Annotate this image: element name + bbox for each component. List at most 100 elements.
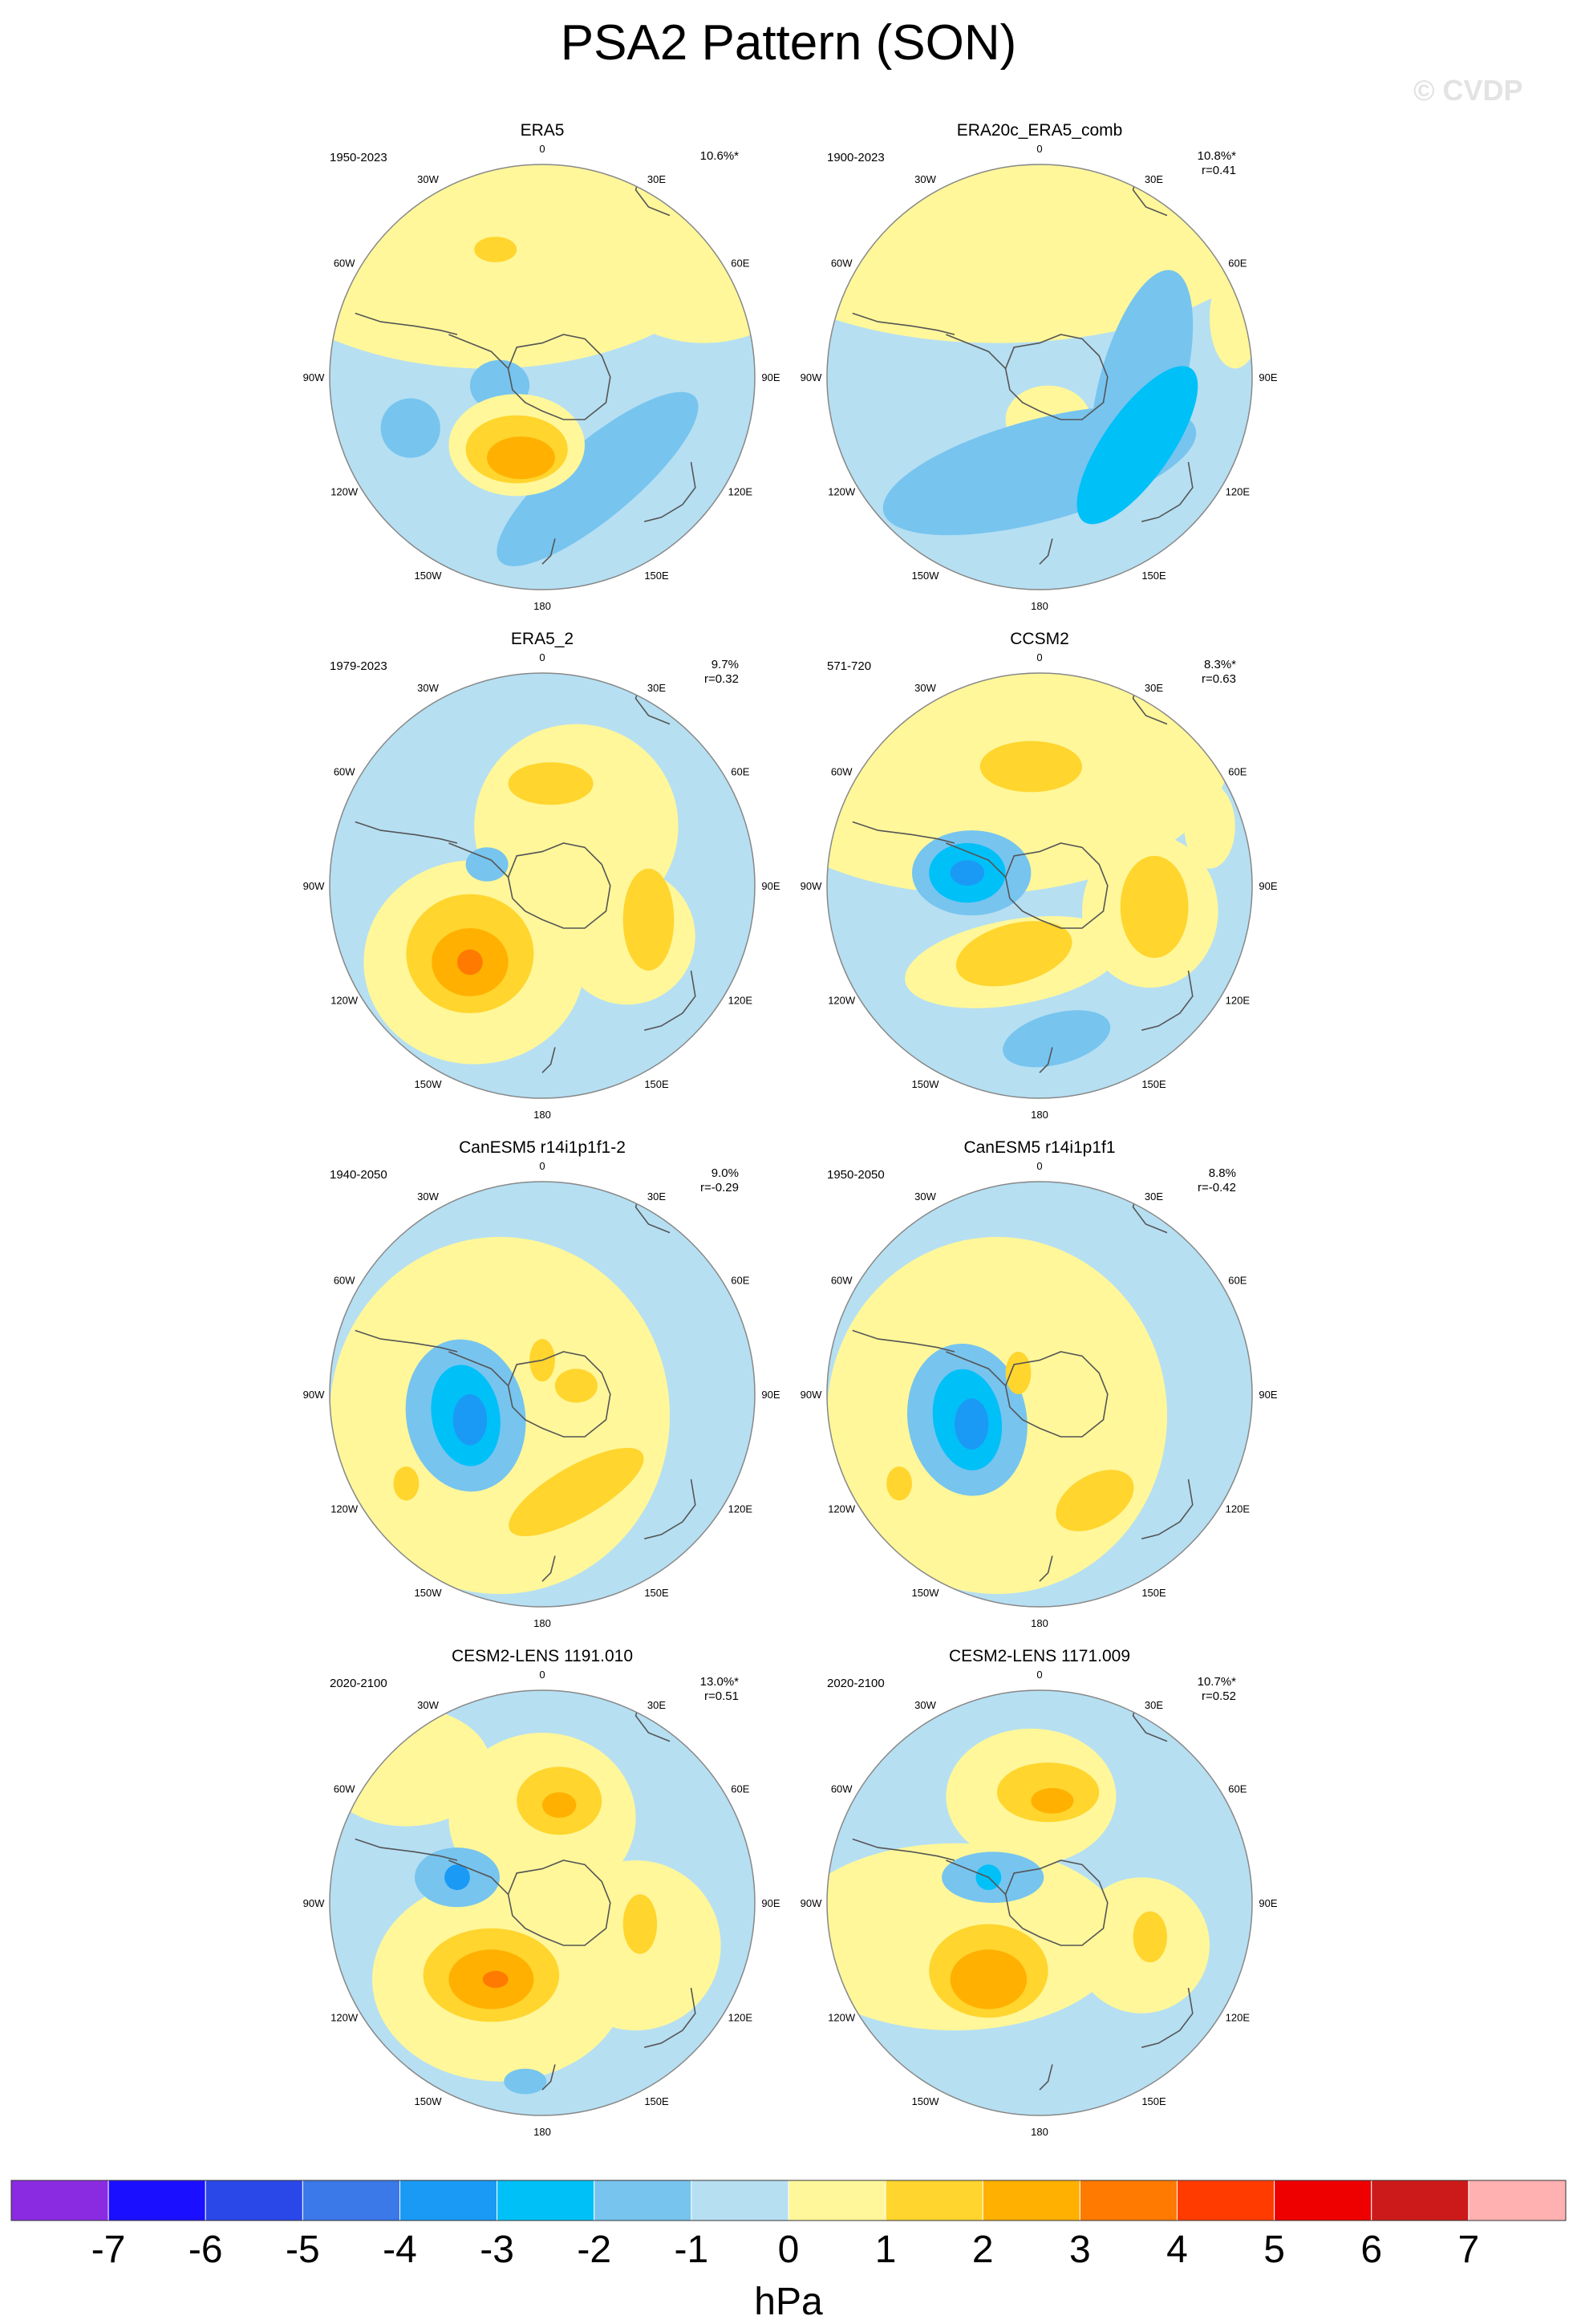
- longitude-label: 90W: [303, 880, 325, 892]
- longitude-label: 30W: [914, 173, 936, 185]
- panel-title: ERA20c_ERA5_comb: [957, 121, 1123, 140]
- anomaly-contour: [508, 762, 594, 805]
- colorbar-units: hPa: [754, 2281, 823, 2323]
- colorbar-tick-label: -1: [675, 2229, 709, 2271]
- longitude-label: 30W: [417, 1190, 439, 1203]
- anomaly-contour: [457, 949, 483, 975]
- panel-period: 2020-2100: [827, 1677, 885, 1690]
- longitude-label: 120W: [330, 2012, 359, 2024]
- anomaly-contour: [622, 1894, 658, 1954]
- anomaly-contour: [886, 1466, 912, 1501]
- anomaly-contour: [1184, 783, 1235, 869]
- panel-variance: 9.0%: [711, 1166, 739, 1180]
- map-border: [826, 1181, 1253, 1608]
- panel-title: CESM2-LENS 1171.009: [949, 1647, 1130, 1665]
- panel-correlation: r=0.32: [704, 672, 739, 686]
- anomaly-contour: [487, 436, 555, 480]
- longitude-label: 120E: [728, 486, 753, 498]
- longitude-label: 180: [533, 1617, 551, 1629]
- longitude-label: 150E: [1141, 570, 1166, 582]
- longitude-label: 0: [539, 651, 545, 663]
- anomaly-contour: [380, 398, 440, 458]
- coastline: [355, 1190, 696, 1582]
- longitude-label: 150E: [644, 2095, 669, 2107]
- longitude-label: 120W: [828, 995, 856, 1007]
- anomaly-contour: [950, 860, 985, 886]
- map-border: [329, 1181, 756, 1608]
- anomaly-contour: [950, 1949, 1028, 2010]
- longitude-label: 120E: [1226, 995, 1251, 1007]
- longitude-label: 120E: [728, 995, 753, 1007]
- panel-correlation: r=-0.29: [700, 1181, 739, 1194]
- longitude-label: 60E: [731, 1783, 749, 1795]
- colorbar-swatch: [691, 2180, 789, 2221]
- longitude-label: 120E: [1226, 2012, 1251, 2024]
- anomaly-contour: [1056, 1470, 1134, 1531]
- longitude-label: 180: [1031, 2126, 1048, 2138]
- colorbar-swatch: [1274, 2180, 1372, 2221]
- anomaly-contour: [452, 1394, 488, 1446]
- colorbar-swatch: [497, 2180, 595, 2221]
- colorbar-tick-label: -2: [577, 2229, 611, 2271]
- longitude-label: 120W: [828, 1503, 856, 1515]
- longitude-label: 90W: [801, 880, 822, 892]
- longitude-label: 30W: [417, 1699, 439, 1711]
- longitude-label: 60E: [1228, 1275, 1247, 1287]
- anomaly-contour: [1133, 1911, 1168, 1963]
- longitude-label: 60W: [334, 766, 355, 778]
- longitude-label: 180: [1031, 1109, 1048, 1121]
- panel-correlation: r=0.41: [1202, 164, 1236, 177]
- panel-variance: 8.3%*: [1204, 658, 1236, 671]
- map-panel: 0 30E 60E 90E 120E 150E 180 150W 120W 90W 60W 30W ER…: [303, 630, 780, 1121]
- longitude-label: 150E: [1141, 2095, 1166, 2107]
- longitude-label: 150E: [1141, 1078, 1166, 1090]
- anomaly-contour: [474, 237, 517, 262]
- longitude-label: 120E: [728, 2012, 753, 2024]
- anomaly-contour: [1076, 366, 1198, 525]
- anomaly-contour: [554, 1369, 598, 1403]
- longitude-label: 90E: [1259, 1389, 1277, 1401]
- longitude-label: 30E: [647, 173, 666, 185]
- panel-title: CanESM5 r14i1p1f1: [963, 1138, 1115, 1157]
- longitude-label: 150W: [415, 570, 443, 582]
- longitude-label: 90W: [801, 371, 822, 383]
- panel-period: 2020-2100: [330, 1677, 387, 1690]
- colorbar-frame: [10, 2180, 1567, 2221]
- longitude-label: 150W: [912, 1078, 940, 1090]
- map-panel: 0 30E 60E 90E 120E 150E 180 150W 120W 90W 60W 30W Ca…: [303, 1138, 780, 1629]
- panel-title: ERA5_2: [511, 630, 574, 648]
- longitude-label: 30E: [1145, 1699, 1163, 1711]
- panel-correlation: r=-0.42: [1198, 1181, 1236, 1194]
- panel-period: 1940-2050: [330, 1168, 387, 1182]
- colorbar-swatch: [1177, 2180, 1275, 2221]
- colorbar-tick-label: -4: [383, 2229, 417, 2271]
- colorbar-swatch: [788, 2180, 886, 2221]
- colorbar-tick-label: 0: [778, 2229, 800, 2271]
- longitude-label: 0: [539, 1669, 545, 1681]
- longitude-label: 150W: [415, 1587, 443, 1599]
- colorbar-swatch: [302, 2180, 400, 2221]
- longitude-label: 120W: [828, 2012, 856, 2024]
- longitude-label: 30E: [647, 1190, 666, 1203]
- longitude-label: 60W: [831, 1275, 853, 1287]
- longitude-label: 60W: [831, 766, 853, 778]
- anomaly-contour: [393, 1466, 420, 1501]
- coastline: [355, 681, 696, 1073]
- anomaly-contour: [622, 868, 675, 971]
- anomaly-contour: [955, 921, 1072, 987]
- longitude-label: 150E: [1141, 1587, 1166, 1599]
- colorbar-tick-label: 3: [1069, 2229, 1091, 2271]
- anomaly-contour: [497, 391, 699, 566]
- colorbar-swatch: [107, 2180, 206, 2221]
- panel-title: CESM2-LENS 1191.010: [452, 1647, 633, 1665]
- longitude-label: 60E: [731, 1275, 749, 1287]
- panel-correlation: r=0.52: [1202, 1689, 1236, 1703]
- longitude-label: 60W: [334, 1783, 355, 1795]
- colorbar-tick-label: -7: [91, 2229, 126, 2271]
- longitude-label: 60W: [831, 258, 853, 270]
- colorbar-swatch: [399, 2180, 498, 2221]
- longitude-label: 90E: [761, 1389, 780, 1401]
- anomaly-contour: [1120, 855, 1189, 959]
- panel-variance: 9.7%: [711, 658, 739, 671]
